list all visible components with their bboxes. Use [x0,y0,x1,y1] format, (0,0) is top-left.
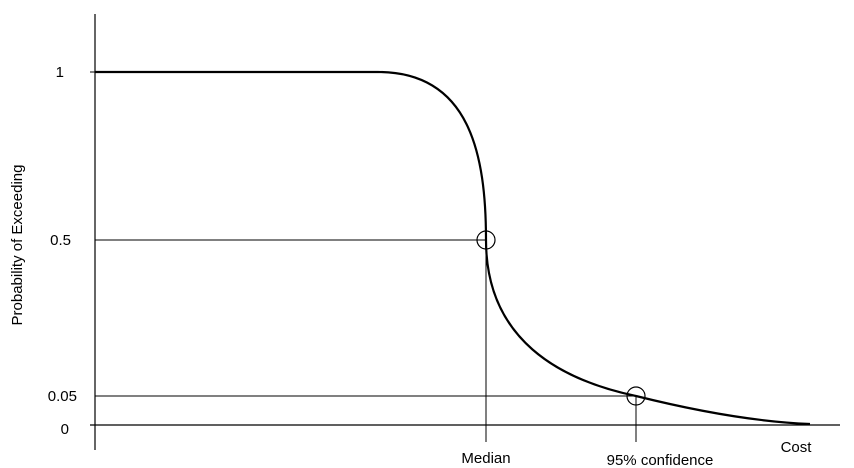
axes [90,14,840,450]
exceedance-curve [95,70,811,426]
confidence-marker [626,386,646,406]
y-tick-label-1: 1 [56,64,64,81]
confidence-label: 95% confidence [607,452,714,468]
median-marker [476,230,496,250]
median-label: Median [461,450,510,467]
y-tick-label-0-5: 0.5 [50,232,71,249]
y-tick-label-0: 0 [61,421,69,438]
y-tick-label-0-05: 0.05 [48,388,77,405]
x-axis-label: Cost [781,439,813,456]
y-axis-label: Probability of Exceeding [9,165,26,326]
reference-lines [95,239,637,442]
y-tick-labels: 1 0.5 0.05 0 [48,64,77,438]
